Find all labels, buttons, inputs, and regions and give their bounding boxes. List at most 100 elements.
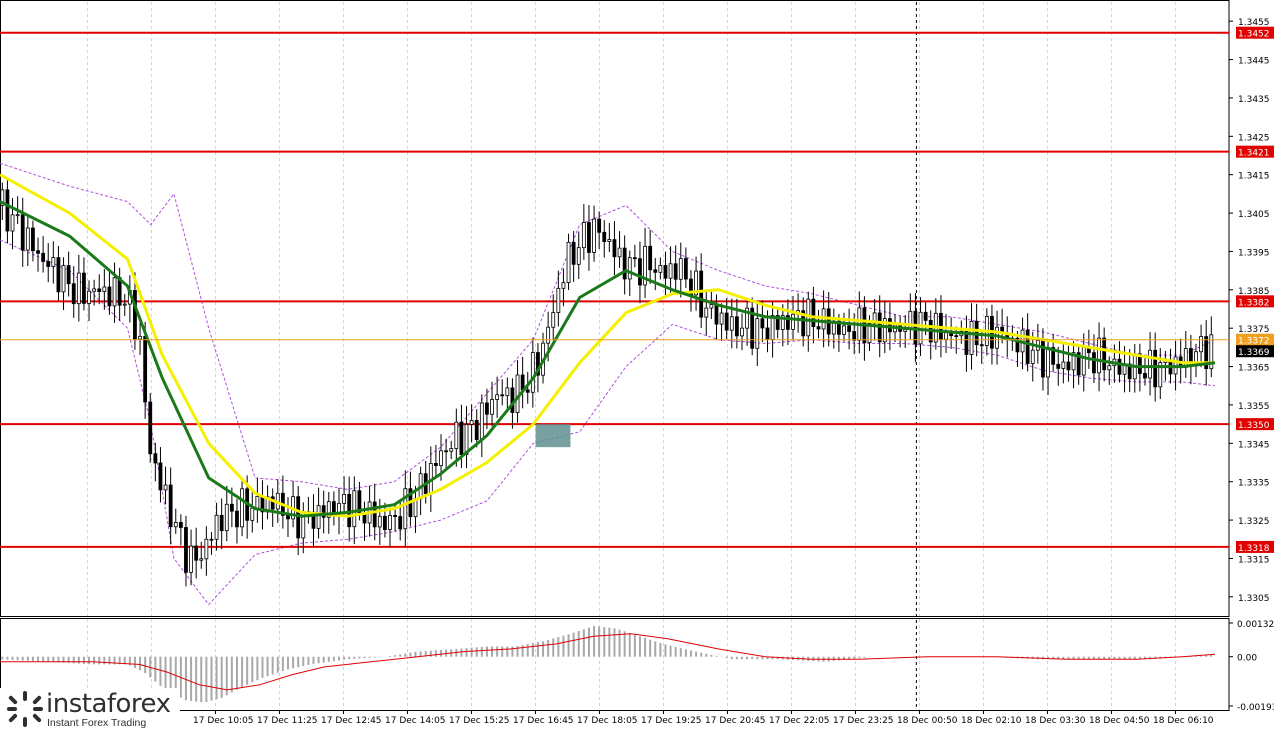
level-price-label: 1.3318 — [1238, 544, 1270, 554]
level-price-label: 1.3382 — [1238, 298, 1270, 308]
oscillator-axis-label: 0.00132 — [1237, 620, 1274, 630]
candle-body — [1209, 334, 1214, 370]
candle-body — [393, 515, 398, 517]
candle-body — [235, 510, 239, 528]
candle-body — [1030, 349, 1035, 364]
candle-body — [714, 304, 719, 325]
candle-body — [444, 450, 449, 453]
brand-name: instaforex — [46, 689, 171, 719]
candle-body — [92, 288, 97, 292]
candle-body — [102, 286, 107, 292]
candle-body — [979, 344, 984, 347]
candle-body — [204, 538, 209, 560]
candle-body — [469, 420, 474, 425]
candle-body — [627, 257, 632, 280]
candle-body — [536, 352, 540, 376]
candle-body — [515, 374, 520, 413]
price-axis-label: 1.3345 — [1238, 440, 1270, 450]
time-axis-label: 17 Dec 11:25 — [257, 716, 318, 726]
time-axis-label: 17 Dec 20:45 — [705, 716, 766, 726]
candle-body — [561, 282, 566, 289]
candle-body — [82, 272, 86, 304]
candle-body — [765, 327, 770, 340]
candle-body — [1158, 362, 1163, 388]
candle-body — [464, 424, 469, 455]
candle-body — [398, 516, 403, 530]
candle-body — [383, 515, 387, 530]
candle-body — [133, 290, 137, 340]
candle-body — [852, 331, 857, 341]
time-axis-label: 17 Dec 12:45 — [321, 716, 382, 726]
candle-body — [566, 241, 571, 284]
candle-body — [36, 250, 40, 254]
moving-average-fast — [0, 200, 1216, 518]
candle-body — [755, 318, 760, 349]
candle-body — [556, 287, 561, 313]
candle-body — [745, 307, 749, 329]
candle-body — [163, 484, 168, 491]
candle-body — [1061, 361, 1066, 369]
candle-body — [270, 496, 275, 510]
oscillator-axis-label: 0.00 — [1237, 654, 1257, 664]
candle-body — [138, 335, 142, 340]
candle-body — [46, 261, 51, 267]
candle-body — [5, 189, 10, 232]
candle-body — [388, 515, 392, 530]
candle-body — [791, 313, 795, 330]
candle-body — [638, 258, 642, 286]
candle-body — [734, 316, 739, 337]
candle-body — [592, 218, 596, 253]
candle-body — [352, 490, 357, 528]
candle-body — [454, 421, 459, 449]
candle-body — [699, 270, 704, 318]
candle-body — [61, 265, 66, 293]
time-axis-label: 17 Dec 15:25 — [449, 716, 510, 726]
candle-body — [1092, 352, 1096, 374]
candle-body — [459, 421, 464, 455]
candle-body — [673, 263, 678, 280]
candle-body — [1204, 336, 1209, 370]
candle-body — [1056, 363, 1061, 369]
candle-body — [729, 316, 734, 331]
candle-body — [372, 501, 377, 528]
candle-body — [780, 315, 785, 330]
candle-body — [219, 514, 224, 532]
level-price-tag — [1236, 295, 1274, 308]
candle-body — [694, 270, 698, 296]
candle-body — [709, 304, 714, 309]
candle-body — [587, 222, 591, 253]
candle-body — [485, 402, 489, 415]
candle-body — [97, 288, 102, 292]
candle-body — [1097, 337, 1101, 374]
time-axis-label: 18 Dec 06:10 — [1153, 716, 1214, 726]
candle-body — [1117, 358, 1122, 375]
candle-body — [510, 387, 515, 413]
candle-body — [479, 402, 484, 440]
brand-logo: instaforex Instant Forex Trading — [0, 688, 180, 732]
time-axis-label: 17 Dec 23:25 — [833, 716, 894, 726]
candle-body — [71, 283, 76, 305]
candle-body — [1081, 347, 1086, 376]
candle-body — [643, 245, 647, 286]
price-axis-label: 1.3365 — [1238, 364, 1270, 374]
price-axis-label: 1.3335 — [1238, 479, 1270, 489]
price-axis-label: 1.3305 — [1238, 594, 1270, 604]
time-axis-label: 17 Dec 22:05 — [769, 716, 830, 726]
candle-body — [581, 222, 586, 249]
candle-body — [811, 298, 816, 328]
candle-body — [872, 312, 877, 324]
level-price-label: 1.3350 — [1238, 421, 1270, 431]
candle-body — [1051, 347, 1056, 365]
candle-body — [495, 394, 500, 400]
level-price-tag — [1236, 26, 1274, 39]
current-price-tag — [1236, 345, 1274, 358]
candle-body — [719, 312, 724, 325]
candle-body — [617, 247, 622, 258]
candle-body — [546, 326, 551, 344]
candle-body — [66, 265, 71, 285]
current-bid-label: 1.3372 — [1238, 337, 1270, 347]
candle-body — [250, 507, 255, 521]
candle-body — [194, 545, 199, 561]
oscillator-axis-label: -0.00193 — [1237, 703, 1274, 713]
